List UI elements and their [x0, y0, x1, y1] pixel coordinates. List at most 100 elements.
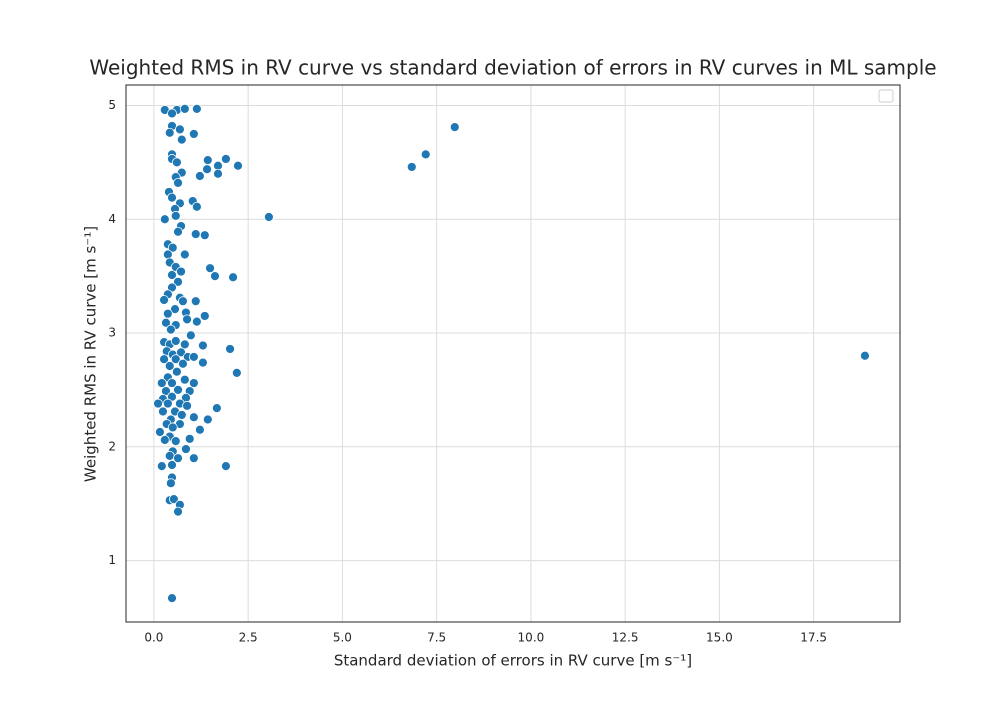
point [167, 460, 177, 470]
point [170, 210, 181, 221]
point [159, 435, 170, 445]
point [190, 229, 201, 239]
point [158, 406, 168, 417]
x-tick-label: 7.5 [427, 631, 446, 645]
point [194, 171, 205, 181]
x-axis-label: Standard deviation of errors in RV curve… [334, 652, 692, 670]
point [221, 461, 231, 472]
point [167, 108, 177, 119]
point [167, 270, 177, 280]
point [194, 424, 205, 435]
point [202, 155, 213, 165]
x-tick-label: 0.0 [144, 631, 163, 645]
point [170, 336, 181, 346]
point [162, 308, 173, 319]
point [182, 314, 192, 325]
point [162, 249, 173, 260]
point [199, 230, 210, 241]
y-axis-label: Weighted RMS in RV curve [m s⁻¹] [82, 226, 100, 482]
point [159, 214, 170, 225]
point [221, 154, 231, 164]
point [228, 272, 238, 283]
point [179, 339, 190, 350]
point [155, 427, 165, 437]
point [173, 453, 183, 464]
point [167, 378, 177, 388]
point [171, 366, 182, 377]
point [173, 506, 183, 517]
point [161, 317, 171, 328]
point [188, 453, 199, 464]
point [185, 330, 196, 341]
point [181, 444, 191, 454]
point [162, 398, 173, 409]
point [173, 226, 183, 237]
point [159, 354, 169, 365]
point [179, 103, 190, 114]
point [176, 134, 187, 145]
point [202, 164, 212, 175]
point [188, 129, 199, 139]
plot-frame [125, 84, 901, 623]
point [211, 403, 222, 414]
point [420, 149, 431, 160]
point [167, 422, 178, 433]
x-tick-label: 15.0 [706, 631, 733, 645]
y-tick-label: 5 [108, 98, 116, 112]
point [263, 212, 274, 222]
point [190, 296, 201, 307]
point [164, 361, 175, 371]
y-tick-label: 4 [108, 212, 116, 226]
point [168, 494, 179, 505]
point [188, 378, 199, 388]
point [164, 127, 175, 138]
point [170, 304, 180, 315]
y-tick-label: 1 [108, 553, 116, 567]
point [176, 266, 186, 277]
point [165, 478, 176, 489]
point [167, 593, 177, 604]
point [176, 410, 187, 420]
point [184, 433, 195, 444]
point [178, 296, 188, 307]
point [170, 354, 181, 365]
x-tick-label: 10.0 [518, 631, 545, 645]
point [153, 398, 163, 409]
x-tick-label: 2.5 [239, 631, 258, 645]
point [175, 124, 185, 135]
point [167, 192, 177, 203]
point [191, 103, 202, 114]
point [156, 461, 167, 472]
point [198, 340, 208, 351]
x-tick-label: 17.5 [800, 631, 827, 645]
point [231, 367, 242, 378]
point [178, 358, 188, 369]
point [164, 450, 175, 461]
point [191, 201, 202, 212]
point [176, 347, 186, 358]
point [860, 350, 870, 361]
point [159, 295, 169, 305]
point [191, 316, 202, 327]
grid [126, 85, 900, 622]
point [179, 249, 190, 260]
point [171, 157, 182, 168]
x-tick-label: 5.0 [333, 631, 352, 645]
point [156, 378, 167, 388]
point [205, 263, 215, 274]
point [233, 160, 243, 171]
point [182, 400, 192, 411]
point [406, 162, 417, 172]
point [198, 357, 208, 368]
point [210, 271, 220, 282]
x-tick-label: 12.5 [612, 631, 639, 645]
chart-title: Weighted RMS in RV curve vs standard dev… [89, 56, 936, 80]
point [199, 311, 210, 321]
point [167, 242, 178, 253]
point [188, 352, 199, 362]
point [202, 414, 213, 425]
point [449, 122, 460, 132]
point [173, 177, 183, 188]
point [173, 385, 183, 395]
